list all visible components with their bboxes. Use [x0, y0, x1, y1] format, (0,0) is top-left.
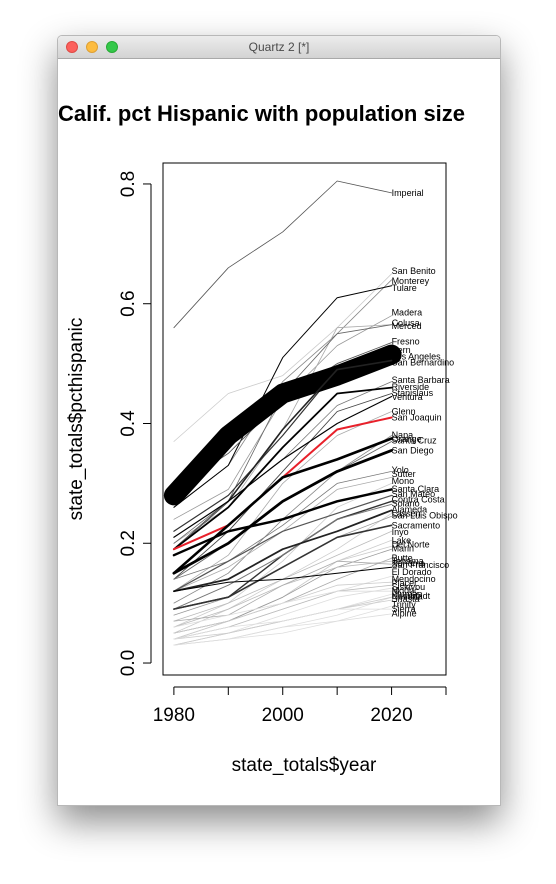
close-button[interactable]	[66, 41, 78, 53]
series-line-san-francisco	[173, 566, 393, 592]
x-tick-label: 1980	[153, 705, 195, 726]
county-label-el-dorado: El Dorado	[392, 567, 432, 577]
county-label-mendocino: Mendocino	[392, 574, 436, 584]
series-line-imperial	[173, 180, 393, 329]
county-label-los-angeles: Los Angeles	[392, 351, 442, 361]
county-label-san-mateo: San Mateo	[392, 489, 436, 499]
y-tick-label: 0.8	[118, 171, 139, 197]
county-label-riverside: Riverside	[392, 382, 430, 392]
county-label-sacramento: Sacramento	[392, 520, 441, 530]
series-line-san-mateo	[173, 494, 393, 592]
x-axis-label: state_totals$year	[232, 755, 377, 776]
county-label-sutter: Sutter	[392, 469, 416, 479]
county-label-tehama: Tehama	[392, 556, 424, 566]
county-label-ventura: Ventura	[392, 392, 423, 402]
county-label-tulare: Tulare	[392, 283, 417, 293]
series-line-tulare	[173, 285, 393, 508]
series-line-madera	[173, 315, 393, 520]
county-label-alameda: Alameda	[392, 505, 428, 515]
series-line-solano	[173, 503, 393, 610]
county-label-napa: Napa	[392, 430, 414, 440]
x-tick-label: 2020	[370, 705, 412, 726]
y-tick-label: 0.2	[118, 530, 139, 556]
plot-frame	[162, 162, 447, 676]
series-line-mono	[173, 482, 393, 628]
county-label-trinity: Trinity	[392, 599, 417, 609]
county-label-sierra: Sierra	[392, 604, 416, 614]
county-label-del-norte: Del Norte	[392, 540, 430, 550]
series-line-ventura	[173, 395, 393, 538]
county-label-lake: Lake	[392, 535, 412, 545]
series-line-santa-clara	[172, 488, 393, 557]
county-label-kern: Kern	[392, 345, 411, 355]
series-line-sierra	[173, 608, 393, 640]
series-line-san-benito	[173, 273, 393, 442]
county-label-san-bernardino: San Bernardino	[392, 357, 455, 367]
county-label-humboldt: Humboldt	[392, 591, 431, 601]
series-line-sacramento	[173, 524, 393, 610]
county-label-fresno: Fresno	[392, 337, 420, 347]
county-label-santa-clara: Santa Clara	[392, 484, 440, 494]
county-label-contra-costa: Contra Costa	[392, 495, 445, 505]
county-label-glenn: Glenn	[392, 407, 416, 417]
axis-layer: 1980 2000 2020 0.0 0.2 0.4 0.6 0.8	[118, 171, 447, 726]
county-label-siskiyou: Siskiyou	[392, 582, 426, 592]
county-label-modoc: Modoc	[392, 586, 420, 596]
county-label-santa-cruz: Santa Cruz	[392, 435, 438, 445]
county-label-mono: Mono	[392, 476, 415, 486]
zoom-button[interactable]	[106, 41, 118, 53]
county-label-plumas: Plumas	[392, 589, 423, 599]
y-axis-label: state_totals$pcthispanic	[66, 318, 87, 521]
county-label-colusa: Colusa	[392, 318, 420, 328]
county-label-monterey: Monterey	[392, 276, 430, 286]
minimize-button[interactable]	[86, 41, 98, 53]
series-line-stanislaus	[173, 393, 393, 580]
window-title: Quartz 2 [*]	[248, 40, 310, 54]
county-label-san-luis-obispo: San Luis Obispo	[392, 511, 458, 521]
series-line-yolo	[173, 470, 393, 580]
chart-title: Calif. pct Hispanic with population size	[58, 101, 465, 126]
series-line-alpine	[173, 613, 393, 646]
series-line-kern	[173, 351, 393, 532]
x-tick-label: 2000	[262, 705, 304, 726]
county-label-santa-barbara: Santa Barbara	[392, 375, 450, 385]
series-line-sonoma	[173, 560, 393, 622]
county-label-merced: Merced	[392, 321, 422, 331]
quartz-window: Quartz 2 [*] Calif. pct Hispanic with po…	[57, 35, 501, 806]
series-layer	[163, 180, 402, 646]
county-label-marin: Marin	[392, 544, 415, 554]
window-titlebar: Quartz 2 [*]	[58, 36, 500, 59]
y-tick-label: 0.0	[118, 650, 139, 676]
county-label-solano: Solano	[392, 499, 420, 509]
series-line-shasta	[173, 599, 393, 646]
county-label-shasta: Shasta	[392, 594, 420, 604]
series-line-riverside	[173, 386, 393, 551]
county-label-butte: Butte	[392, 553, 413, 563]
y-tick-label: 0.6	[118, 290, 139, 316]
county-label-placer: Placer	[392, 578, 418, 588]
county-label-san-francisco: San Francisco	[392, 560, 450, 570]
series-line-san-diego	[172, 448, 394, 575]
county-label-nevada: Nevada	[392, 592, 423, 602]
county-label-san-joaquin: San Joaquin	[392, 413, 442, 423]
hispanic-line-chart: Calif. pct Hispanic with population size…	[58, 101, 465, 776]
series-line-alameda	[173, 509, 393, 593]
county-label-stanislaus: Stanislaus	[392, 388, 434, 398]
county-label-inyo: Inyo	[392, 527, 409, 537]
series-line-orange	[172, 437, 393, 575]
county-label-sonoma: Sonoma	[392, 559, 426, 569]
series-line-los-angeles	[163, 344, 402, 506]
county-label-orange: Orange	[392, 434, 422, 444]
y-tick-label: 0.4	[118, 410, 139, 437]
series-line-modoc	[173, 590, 393, 628]
county-label-lassen: Lassen	[392, 508, 421, 518]
county-label-san-diego: San Diego	[392, 445, 434, 455]
county-label-yolo: Yolo	[392, 465, 409, 475]
county-label-madera: Madera	[392, 308, 423, 318]
county-label-san-benito: San Benito	[392, 266, 436, 276]
county-label-imperial: Imperial	[392, 188, 424, 198]
county-label-alpine: Alpine	[392, 608, 417, 618]
